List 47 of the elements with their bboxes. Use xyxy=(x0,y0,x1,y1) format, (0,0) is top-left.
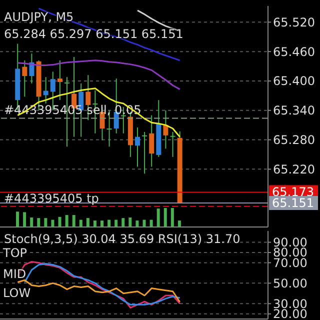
candlestick xyxy=(43,76,48,104)
bar xyxy=(51,220,54,227)
ref-line-label: #443395405 tp xyxy=(4,191,99,206)
chart-title: Stoch(9,3,5) 30.04 35.69 RSI(13) 31.70 xyxy=(4,232,240,246)
y-tick-label: 20.00 xyxy=(273,307,308,320)
bar xyxy=(122,218,125,227)
candlestick xyxy=(57,60,62,101)
bar xyxy=(93,220,96,227)
candlestick xyxy=(22,60,28,98)
bar xyxy=(178,220,181,227)
bar xyxy=(100,220,104,227)
y-tick-label: 65.460 xyxy=(273,44,315,59)
candlestick xyxy=(163,110,168,150)
bar xyxy=(128,218,132,227)
bar xyxy=(108,220,111,227)
annotation: LOW xyxy=(3,286,31,300)
bar xyxy=(44,218,48,227)
bar xyxy=(114,220,118,227)
bar xyxy=(72,215,76,227)
bar xyxy=(16,212,19,227)
bar xyxy=(58,216,62,227)
y-tick-label: 65.340 xyxy=(273,104,315,118)
bar xyxy=(65,215,68,227)
line-series xyxy=(16,60,181,90)
bar xyxy=(37,218,40,227)
bar xyxy=(30,218,34,227)
bar xyxy=(156,208,160,227)
y-tick-label: 65.400 xyxy=(273,74,315,88)
annotation: MID xyxy=(3,267,26,281)
bar xyxy=(23,212,26,227)
bar xyxy=(86,218,90,227)
y-tick-label: 65.520 xyxy=(273,15,315,30)
candlestick xyxy=(135,127,140,168)
y-tick-label: 70.00 xyxy=(273,256,308,270)
candlestick xyxy=(170,131,176,158)
bar xyxy=(170,208,174,227)
y-tick-label: 50.00 xyxy=(273,276,308,290)
bar xyxy=(150,220,153,227)
y-tick-label: 65.220 xyxy=(273,162,315,176)
y-tick-label: 65.280 xyxy=(273,133,315,148)
candlestick xyxy=(142,131,148,174)
bar xyxy=(142,220,146,227)
bar xyxy=(79,220,82,227)
candlestick xyxy=(149,114,154,168)
bar xyxy=(164,208,167,227)
annotation: TOP xyxy=(3,246,28,260)
bar xyxy=(136,220,139,227)
